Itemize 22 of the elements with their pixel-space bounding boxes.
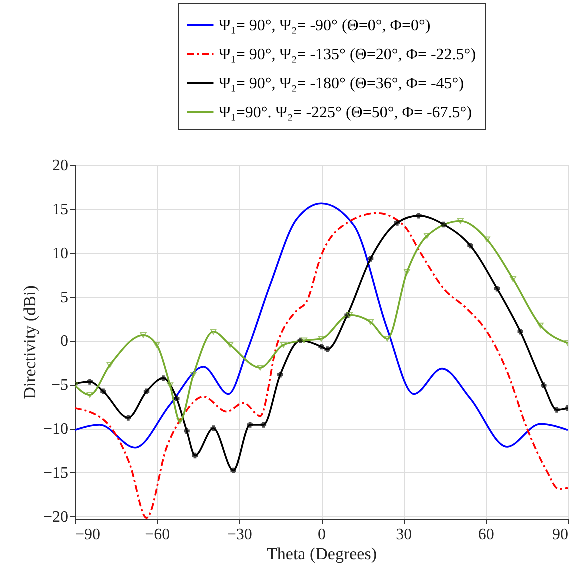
legend-label: Ψ₁= 90°, Ψ₂= -135° (Θ=20°, Φ= -22.5°) [219, 46, 476, 64]
y-tick-label: 20 [52, 158, 68, 174]
y-tick-label: 15 [52, 201, 68, 218]
legend-label: Ψ₁= 90°, Ψ₂= -90° (Θ=0°, Φ=0°) [219, 18, 431, 34]
y-tick-label: −5 [51, 377, 68, 394]
legend-label: Ψ₁= 90°, Ψ₂= -180° (Θ=36°, Φ= -45°) [219, 76, 464, 92]
x-axis-title: Theta (Degrees) [267, 544, 377, 564]
x-tick-label: 90 [552, 526, 568, 544]
y-tick-label: −15 [43, 464, 68, 482]
x-tick-label: −90 [76, 526, 101, 544]
y-tick-label: 10 [52, 245, 68, 262]
y-axis-title: Directivity (dBi) [20, 286, 40, 400]
y-tick-label: −20 [43, 508, 68, 526]
y-tick-label: −10 [43, 421, 68, 438]
legend-label: Ψ₁=90°. Ψ₂= -225° (Θ=50°, Φ= -67.5°) [219, 104, 472, 122]
x-tick-label: −30 [227, 526, 252, 544]
y-tick-label: 5 [60, 289, 68, 306]
x-tick-label: 0 [318, 526, 326, 544]
x-tick-label: 60 [478, 526, 494, 544]
x-tick-label: 30 [396, 526, 412, 544]
x-tick-label: −60 [145, 526, 170, 544]
y-tick-label: 0 [60, 333, 68, 350]
